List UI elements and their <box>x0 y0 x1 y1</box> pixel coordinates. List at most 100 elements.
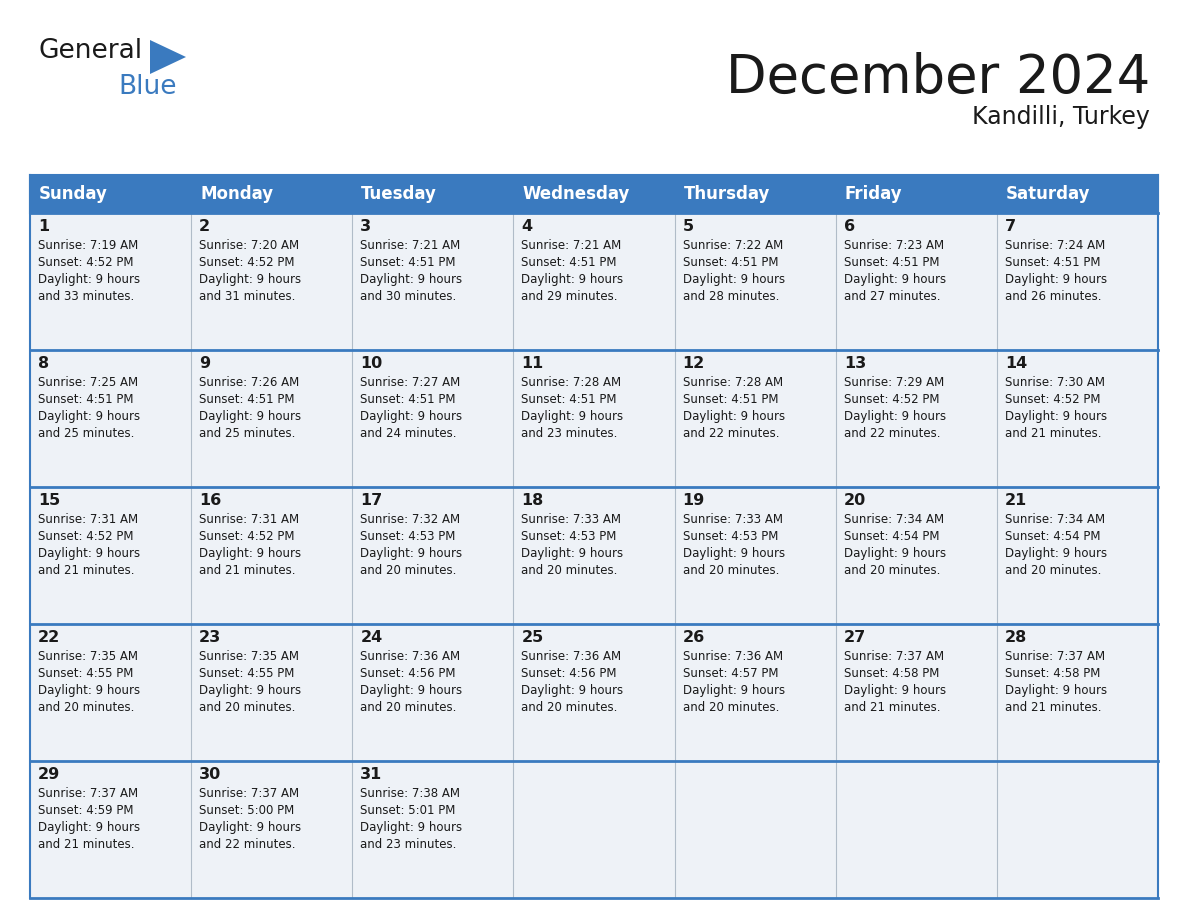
Bar <box>675 175 835 213</box>
Text: 31: 31 <box>360 767 383 782</box>
Text: Thursday: Thursday <box>683 185 770 203</box>
Text: Sunset: 4:51 PM: Sunset: 4:51 PM <box>843 256 940 269</box>
Text: Daylight: 9 hours: Daylight: 9 hours <box>522 684 624 697</box>
Text: Sunset: 4:52 PM: Sunset: 4:52 PM <box>1005 393 1100 406</box>
Text: Daylight: 9 hours: Daylight: 9 hours <box>38 821 140 834</box>
Bar <box>30 175 191 213</box>
Text: Sunset: 4:55 PM: Sunset: 4:55 PM <box>38 667 133 680</box>
Text: 23: 23 <box>200 630 221 645</box>
Text: Daylight: 9 hours: Daylight: 9 hours <box>38 410 140 423</box>
Text: and 25 minutes.: and 25 minutes. <box>200 427 296 440</box>
Text: Sunrise: 7:23 AM: Sunrise: 7:23 AM <box>843 239 943 252</box>
Bar <box>835 350 997 487</box>
Text: Blue: Blue <box>118 74 177 100</box>
Text: Sunset: 4:54 PM: Sunset: 4:54 PM <box>843 530 940 543</box>
Bar <box>191 761 353 898</box>
Text: Sunrise: 7:35 AM: Sunrise: 7:35 AM <box>200 650 299 663</box>
Bar <box>30 175 1158 213</box>
Text: Sunrise: 7:24 AM: Sunrise: 7:24 AM <box>1005 239 1105 252</box>
Text: Sunset: 4:58 PM: Sunset: 4:58 PM <box>843 667 939 680</box>
Text: Sunset: 4:57 PM: Sunset: 4:57 PM <box>683 667 778 680</box>
Text: Daylight: 9 hours: Daylight: 9 hours <box>360 547 462 560</box>
Text: 7: 7 <box>1005 219 1016 234</box>
Text: Sunset: 4:56 PM: Sunset: 4:56 PM <box>522 667 617 680</box>
Text: and 23 minutes.: and 23 minutes. <box>522 427 618 440</box>
Text: 26: 26 <box>683 630 704 645</box>
Text: 5: 5 <box>683 219 694 234</box>
Text: Sunrise: 7:26 AM: Sunrise: 7:26 AM <box>200 376 299 389</box>
Bar <box>997 624 1158 761</box>
Text: and 26 minutes.: and 26 minutes. <box>1005 290 1101 303</box>
Text: 24: 24 <box>360 630 383 645</box>
Text: Daylight: 9 hours: Daylight: 9 hours <box>522 547 624 560</box>
Bar <box>353 350 513 487</box>
Text: 13: 13 <box>843 356 866 371</box>
Text: Sunset: 4:51 PM: Sunset: 4:51 PM <box>683 256 778 269</box>
Bar <box>513 213 675 350</box>
Text: Sunset: 4:53 PM: Sunset: 4:53 PM <box>683 530 778 543</box>
Text: Sunset: 4:51 PM: Sunset: 4:51 PM <box>360 393 456 406</box>
Text: Sunrise: 7:28 AM: Sunrise: 7:28 AM <box>522 376 621 389</box>
Bar <box>835 761 997 898</box>
Text: Daylight: 9 hours: Daylight: 9 hours <box>683 684 785 697</box>
Text: Sunset: 4:55 PM: Sunset: 4:55 PM <box>200 667 295 680</box>
Text: 11: 11 <box>522 356 544 371</box>
Text: Daylight: 9 hours: Daylight: 9 hours <box>522 273 624 286</box>
Text: Daylight: 9 hours: Daylight: 9 hours <box>843 684 946 697</box>
Text: Sunrise: 7:36 AM: Sunrise: 7:36 AM <box>360 650 461 663</box>
Text: Daylight: 9 hours: Daylight: 9 hours <box>38 547 140 560</box>
Text: Saturday: Saturday <box>1006 185 1091 203</box>
Text: Sunrise: 7:31 AM: Sunrise: 7:31 AM <box>200 513 299 526</box>
Polygon shape <box>150 40 187 74</box>
Text: Sunrise: 7:37 AM: Sunrise: 7:37 AM <box>200 787 299 800</box>
Text: Daylight: 9 hours: Daylight: 9 hours <box>522 410 624 423</box>
Text: 8: 8 <box>38 356 49 371</box>
Text: Sunrise: 7:21 AM: Sunrise: 7:21 AM <box>522 239 621 252</box>
Text: and 28 minutes.: and 28 minutes. <box>683 290 779 303</box>
Text: Tuesday: Tuesday <box>361 185 437 203</box>
Bar <box>835 487 997 624</box>
Text: and 21 minutes.: and 21 minutes. <box>843 701 940 714</box>
Text: and 20 minutes.: and 20 minutes. <box>683 564 779 577</box>
Bar <box>675 761 835 898</box>
Text: General: General <box>38 38 143 64</box>
Text: Sunset: 5:00 PM: Sunset: 5:00 PM <box>200 804 295 817</box>
Bar <box>513 487 675 624</box>
Bar <box>513 175 675 213</box>
Text: Daylight: 9 hours: Daylight: 9 hours <box>360 821 462 834</box>
Text: Daylight: 9 hours: Daylight: 9 hours <box>200 821 302 834</box>
Text: and 23 minutes.: and 23 minutes. <box>360 838 456 851</box>
Text: 19: 19 <box>683 493 704 508</box>
Bar <box>835 175 997 213</box>
Text: Daylight: 9 hours: Daylight: 9 hours <box>683 273 785 286</box>
Text: Daylight: 9 hours: Daylight: 9 hours <box>1005 684 1107 697</box>
Text: Sunset: 4:51 PM: Sunset: 4:51 PM <box>200 393 295 406</box>
Text: 29: 29 <box>38 767 61 782</box>
Text: Kandilli, Turkey: Kandilli, Turkey <box>972 105 1150 129</box>
Text: and 30 minutes.: and 30 minutes. <box>360 290 456 303</box>
Text: Sunrise: 7:27 AM: Sunrise: 7:27 AM <box>360 376 461 389</box>
Text: Sunset: 4:51 PM: Sunset: 4:51 PM <box>683 393 778 406</box>
Text: and 25 minutes.: and 25 minutes. <box>38 427 134 440</box>
Text: Daylight: 9 hours: Daylight: 9 hours <box>200 684 302 697</box>
Text: Sunrise: 7:34 AM: Sunrise: 7:34 AM <box>1005 513 1105 526</box>
Text: and 31 minutes.: and 31 minutes. <box>200 290 296 303</box>
Text: and 21 minutes.: and 21 minutes. <box>200 564 296 577</box>
Text: 22: 22 <box>38 630 61 645</box>
Bar <box>191 175 353 213</box>
Text: Daylight: 9 hours: Daylight: 9 hours <box>683 410 785 423</box>
Bar <box>30 761 191 898</box>
Text: and 20 minutes.: and 20 minutes. <box>522 701 618 714</box>
Text: Sunset: 4:51 PM: Sunset: 4:51 PM <box>522 256 617 269</box>
Text: Daylight: 9 hours: Daylight: 9 hours <box>1005 410 1107 423</box>
Bar <box>835 624 997 761</box>
Text: Sunrise: 7:35 AM: Sunrise: 7:35 AM <box>38 650 138 663</box>
Text: and 22 minutes.: and 22 minutes. <box>843 427 940 440</box>
Text: 20: 20 <box>843 493 866 508</box>
Text: and 21 minutes.: and 21 minutes. <box>1005 427 1101 440</box>
Bar <box>30 350 191 487</box>
Text: and 20 minutes.: and 20 minutes. <box>843 564 940 577</box>
Bar <box>353 624 513 761</box>
Text: 27: 27 <box>843 630 866 645</box>
Text: 3: 3 <box>360 219 372 234</box>
